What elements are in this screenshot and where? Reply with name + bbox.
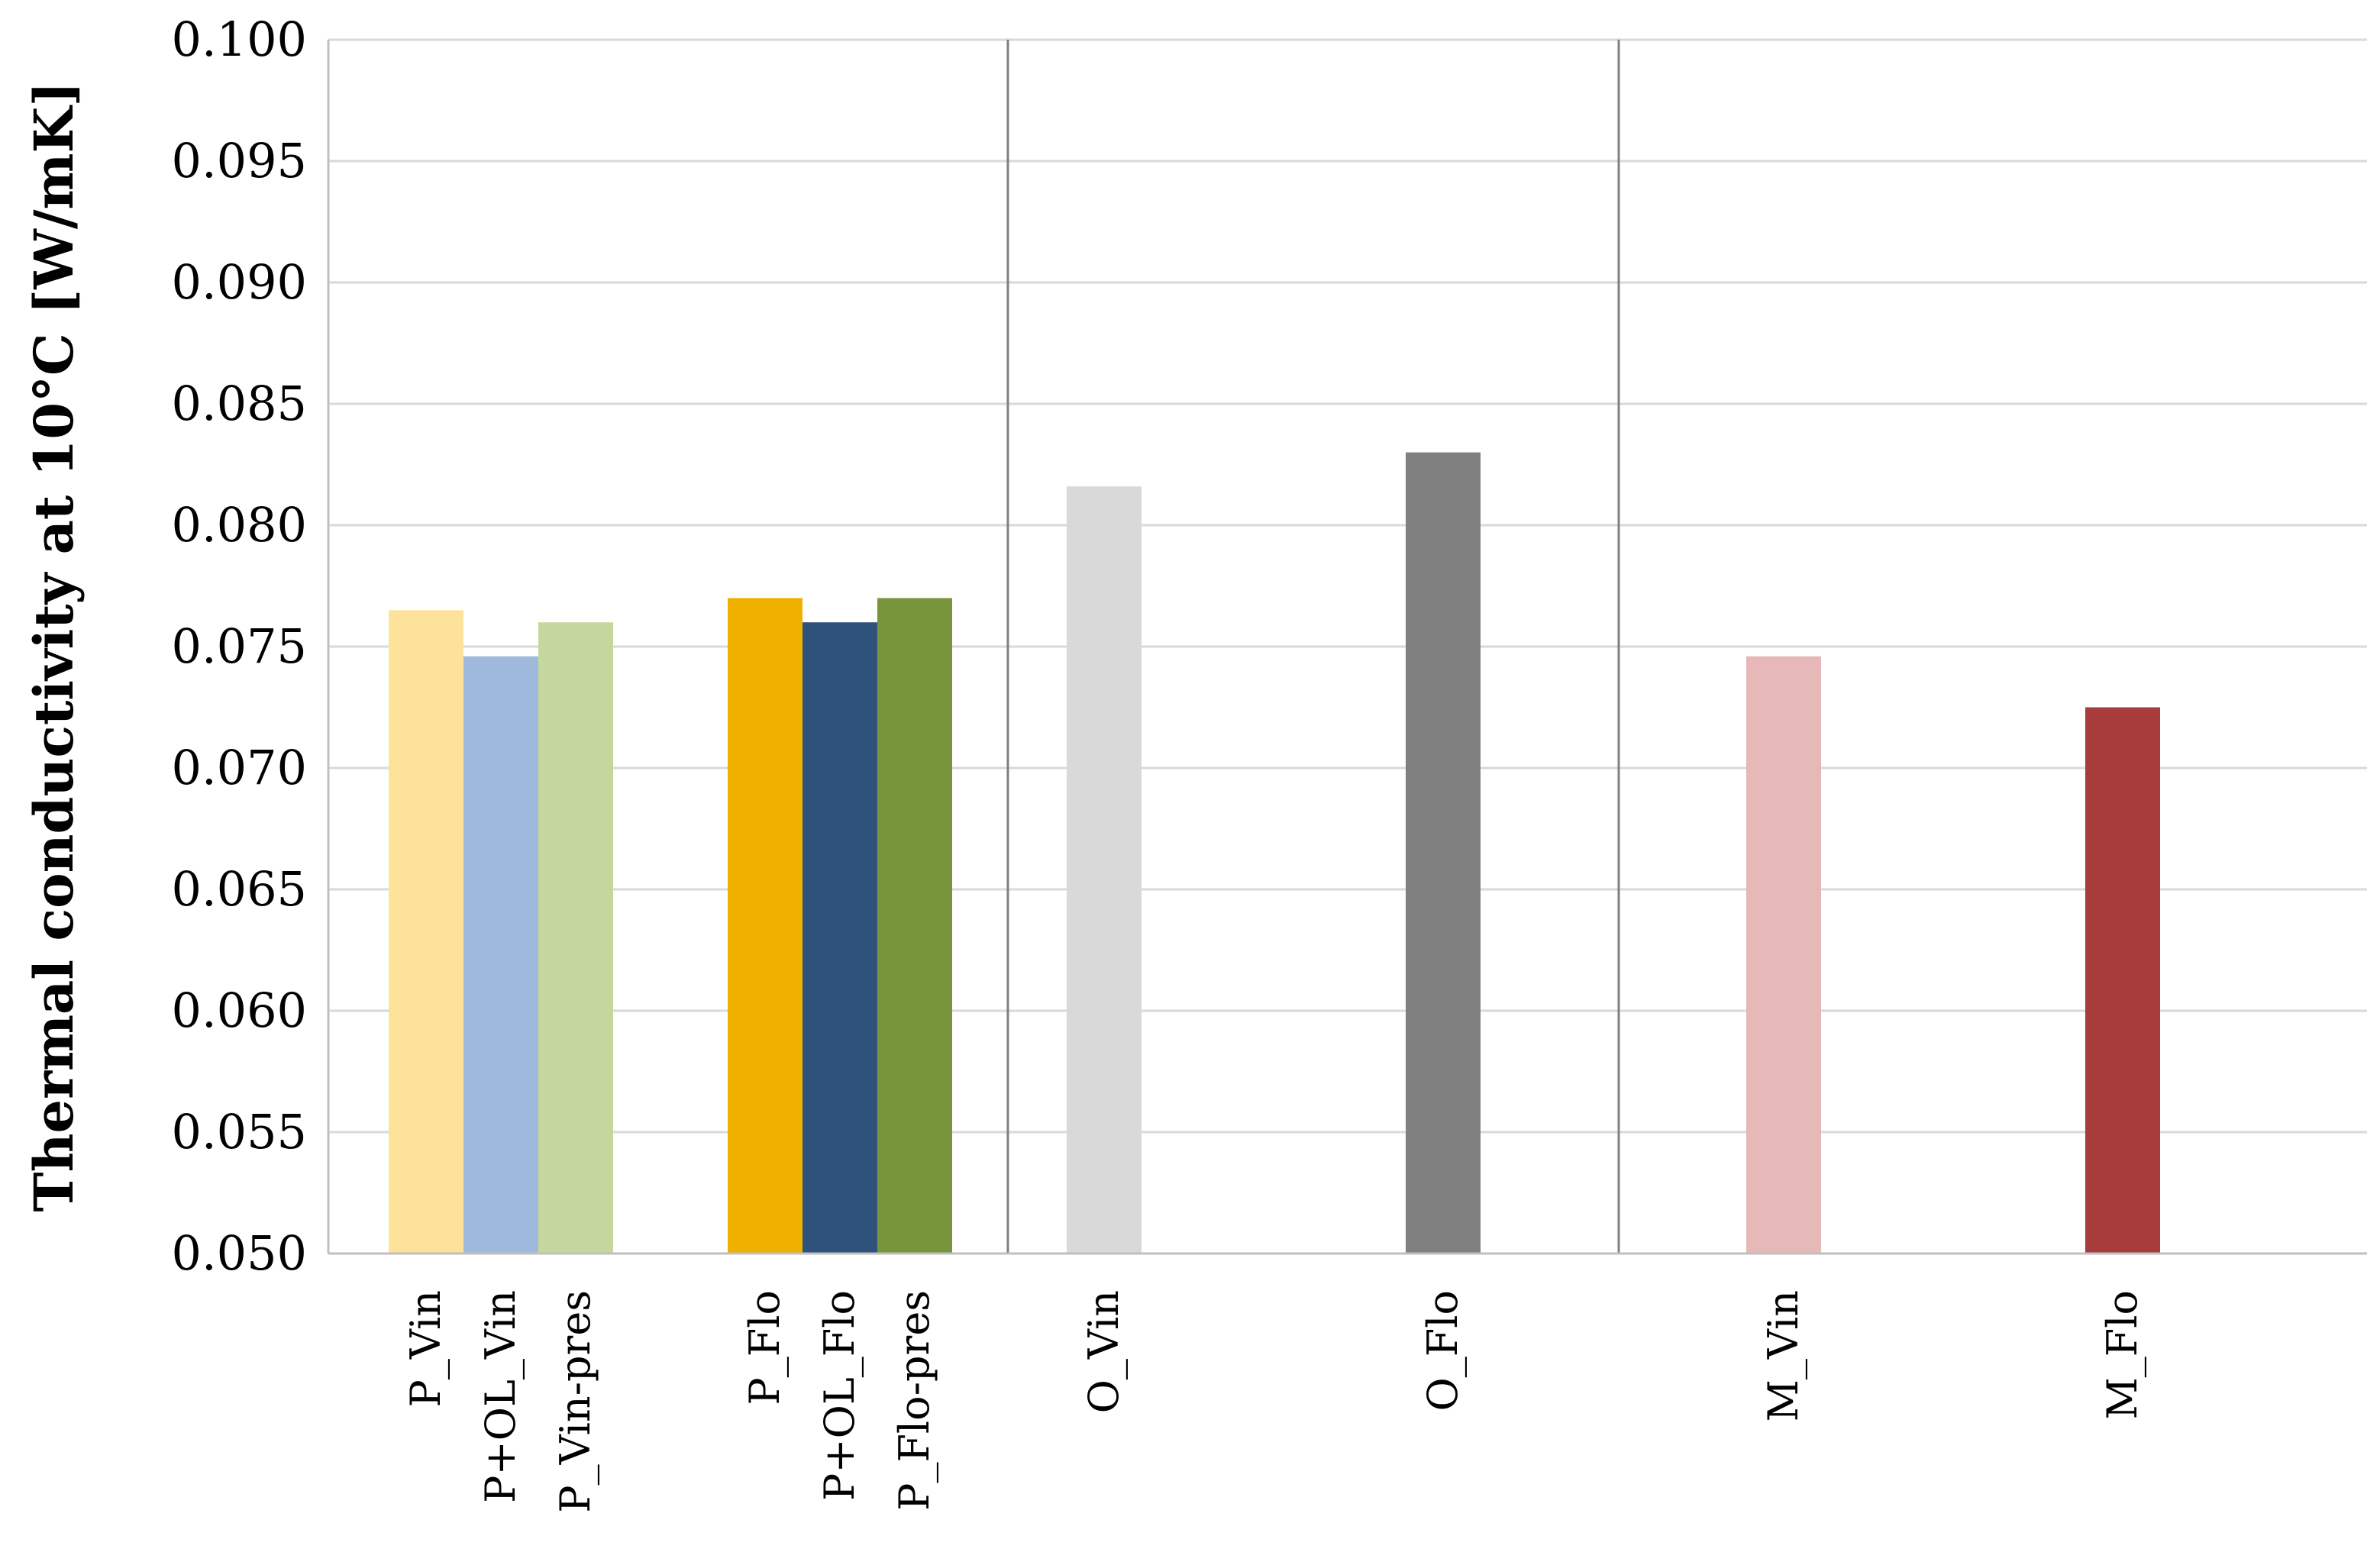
y-tick-label: 0.100 [172, 11, 308, 67]
y-tick-label: 0.075 [172, 618, 308, 674]
y-tick-label: 0.085 [172, 376, 308, 431]
y-tick-labels: 0.050 0.055 0.060 0.065 0.070 0.075 0.080 0.085… [172, 11, 308, 1281]
group-separators [1006, 40, 1620, 1254]
y-tick-label: 0.055 [172, 1104, 308, 1160]
bar [389, 610, 463, 1254]
y-tick-label: 0.090 [172, 254, 308, 310]
y-tick-label: 0.060 [172, 983, 308, 1038]
x-tick-label: P_Flo-pres [890, 1290, 938, 1511]
y-axis-title: Thermal conductivity at 10°C [W/mK] [22, 82, 86, 1212]
bar [463, 656, 538, 1254]
x-tick-label: M_Vin [1759, 1290, 1807, 1421]
x-tick-label: O_Flo [1419, 1290, 1467, 1412]
bars [389, 452, 2160, 1254]
y-tick-label: 0.095 [172, 133, 308, 189]
y-tick-label: 0.080 [172, 497, 308, 553]
bar [877, 598, 952, 1254]
x-tick-label: M_Flo [2098, 1290, 2146, 1420]
bar [538, 622, 613, 1254]
bar [1406, 452, 1481, 1254]
y-tick-label: 0.065 [172, 861, 308, 917]
x-tick-label: P_Vin [402, 1290, 450, 1407]
x-tick-label: P+OL_Vin [476, 1290, 525, 1503]
bar [1067, 486, 1142, 1254]
x-tick-label: P_Flo [741, 1290, 789, 1405]
x-tick-label: P+OL_Flo [815, 1290, 864, 1501]
x-tick-labels: P_Vin P+OL_Vin P_Vin-pres P_Flo P+OL_Flo P_Fl… [402, 1290, 2146, 1513]
bar [802, 622, 877, 1254]
y-tick-label: 0.050 [172, 1225, 308, 1281]
x-tick-label: O_Vin [1080, 1290, 1128, 1413]
bar [1746, 656, 1821, 1254]
axes [327, 40, 2367, 1255]
y-tick-label: 0.070 [172, 740, 308, 795]
gridlines [328, 38, 2367, 1134]
bar [728, 598, 802, 1254]
x-tick-label: P_Vin-pres [551, 1290, 599, 1513]
bar [2085, 707, 2160, 1254]
